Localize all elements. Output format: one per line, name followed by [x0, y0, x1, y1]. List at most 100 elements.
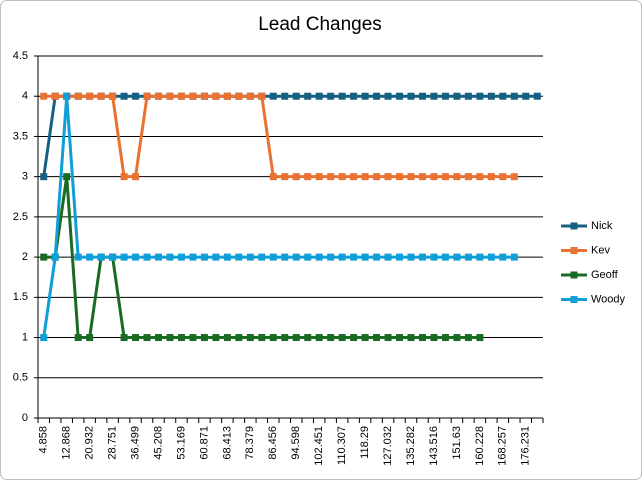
point-marker: [510, 253, 518, 261]
legend-label: Nick: [591, 220, 613, 232]
point-marker: [396, 92, 404, 100]
point-marker: [281, 253, 289, 261]
point-marker: [396, 253, 404, 261]
point-marker: [338, 253, 346, 261]
point-marker: [327, 334, 335, 342]
point-marker: [464, 173, 472, 181]
x-tick-label: 36.499: [129, 426, 141, 460]
point-marker: [430, 92, 438, 100]
point-marker: [476, 253, 484, 261]
point-marker: [418, 173, 426, 181]
point-marker: [200, 253, 208, 261]
point-marker: [350, 334, 358, 342]
point-marker: [281, 92, 289, 100]
x-tick-label: 68.413: [221, 426, 233, 460]
point-marker: [373, 92, 381, 100]
point-marker: [292, 253, 300, 261]
point-marker: [476, 173, 484, 181]
y-tick-label: 2: [22, 251, 28, 263]
point-marker: [338, 173, 346, 181]
point-marker: [441, 173, 449, 181]
x-tick-label: 135.282: [405, 426, 417, 466]
point-marker: [361, 253, 369, 261]
point-marker: [292, 92, 300, 100]
legend-label: Geoff: [591, 269, 619, 281]
point-marker: [304, 92, 312, 100]
point-marker: [361, 173, 369, 181]
point-marker: [155, 92, 163, 100]
point-marker: [350, 173, 358, 181]
point-marker: [223, 334, 231, 342]
point-marker: [97, 253, 105, 261]
point-marker: [189, 253, 197, 261]
point-marker: [132, 173, 140, 181]
y-tick-label: 4: [22, 90, 28, 102]
point-marker: [292, 334, 300, 342]
point-marker: [418, 253, 426, 261]
y-tick-label: 0.5: [13, 372, 28, 384]
x-tick-label: 151.63: [451, 426, 463, 460]
point-marker: [476, 334, 484, 342]
point-marker: [269, 253, 277, 261]
x-tick-label: 4.858: [38, 426, 50, 454]
point-marker: [510, 92, 518, 100]
legend-marker: [570, 247, 578, 254]
x-tick-label: 160.228: [474, 426, 486, 466]
y-tick-label: 1.5: [13, 291, 28, 303]
point-marker: [155, 253, 163, 261]
point-marker: [86, 334, 94, 342]
point-marker: [143, 92, 151, 100]
y-tick-label: 1: [22, 331, 28, 343]
chart-title: Lead Changes: [258, 14, 382, 35]
point-marker: [464, 253, 472, 261]
point-marker: [384, 253, 392, 261]
point-marker: [235, 334, 243, 342]
point-marker: [453, 253, 461, 261]
point-marker: [304, 253, 312, 261]
point-marker: [132, 92, 140, 100]
x-tick-label: 86.456: [267, 426, 279, 460]
point-marker: [418, 92, 426, 100]
point-marker: [97, 92, 105, 100]
point-marker: [304, 173, 312, 181]
point-marker: [74, 334, 82, 342]
point-marker: [63, 173, 71, 181]
point-marker: [315, 334, 323, 342]
point-marker: [189, 334, 197, 342]
point-marker: [235, 253, 243, 261]
point-marker: [212, 334, 220, 342]
point-marker: [246, 253, 254, 261]
point-marker: [396, 334, 404, 342]
point-marker: [453, 173, 461, 181]
point-marker: [315, 173, 323, 181]
x-tick-label: 12.868: [61, 426, 73, 460]
point-marker: [258, 92, 266, 100]
point-marker: [522, 92, 530, 100]
x-tick-label: 78.379: [244, 426, 256, 460]
y-tick-label: 3.5: [13, 130, 28, 142]
point-marker: [120, 92, 128, 100]
point-marker: [189, 92, 197, 100]
point-marker: [533, 92, 541, 100]
point-marker: [384, 173, 392, 181]
x-tick-label: 110.307: [336, 426, 348, 465]
legend-marker: [570, 271, 578, 279]
point-marker: [327, 253, 335, 261]
x-tick-label: 20.932: [84, 426, 96, 460]
point-marker: [166, 334, 174, 342]
x-tick-label: 127.032: [382, 426, 394, 466]
point-marker: [258, 334, 266, 342]
point-marker: [350, 92, 358, 100]
point-marker: [499, 253, 507, 261]
point-marker: [200, 334, 208, 342]
point-marker: [487, 253, 495, 261]
point-marker: [166, 253, 174, 261]
point-marker: [361, 334, 369, 342]
point-marker: [338, 92, 346, 100]
point-marker: [40, 173, 48, 181]
point-marker: [407, 334, 415, 342]
point-marker: [246, 92, 254, 100]
legend-marker: [570, 296, 578, 303]
